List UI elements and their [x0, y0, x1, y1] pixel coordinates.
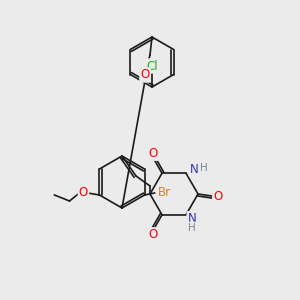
Text: O: O [213, 190, 223, 202]
Text: O: O [140, 68, 150, 82]
Text: H: H [188, 223, 196, 233]
Text: N: N [190, 163, 198, 176]
Text: Cl: Cl [146, 59, 158, 73]
Text: O: O [148, 147, 158, 160]
Text: O: O [79, 187, 88, 200]
Text: H: H [200, 163, 208, 173]
Text: Br: Br [158, 187, 171, 200]
Text: N: N [188, 212, 196, 225]
Text: O: O [148, 228, 158, 241]
